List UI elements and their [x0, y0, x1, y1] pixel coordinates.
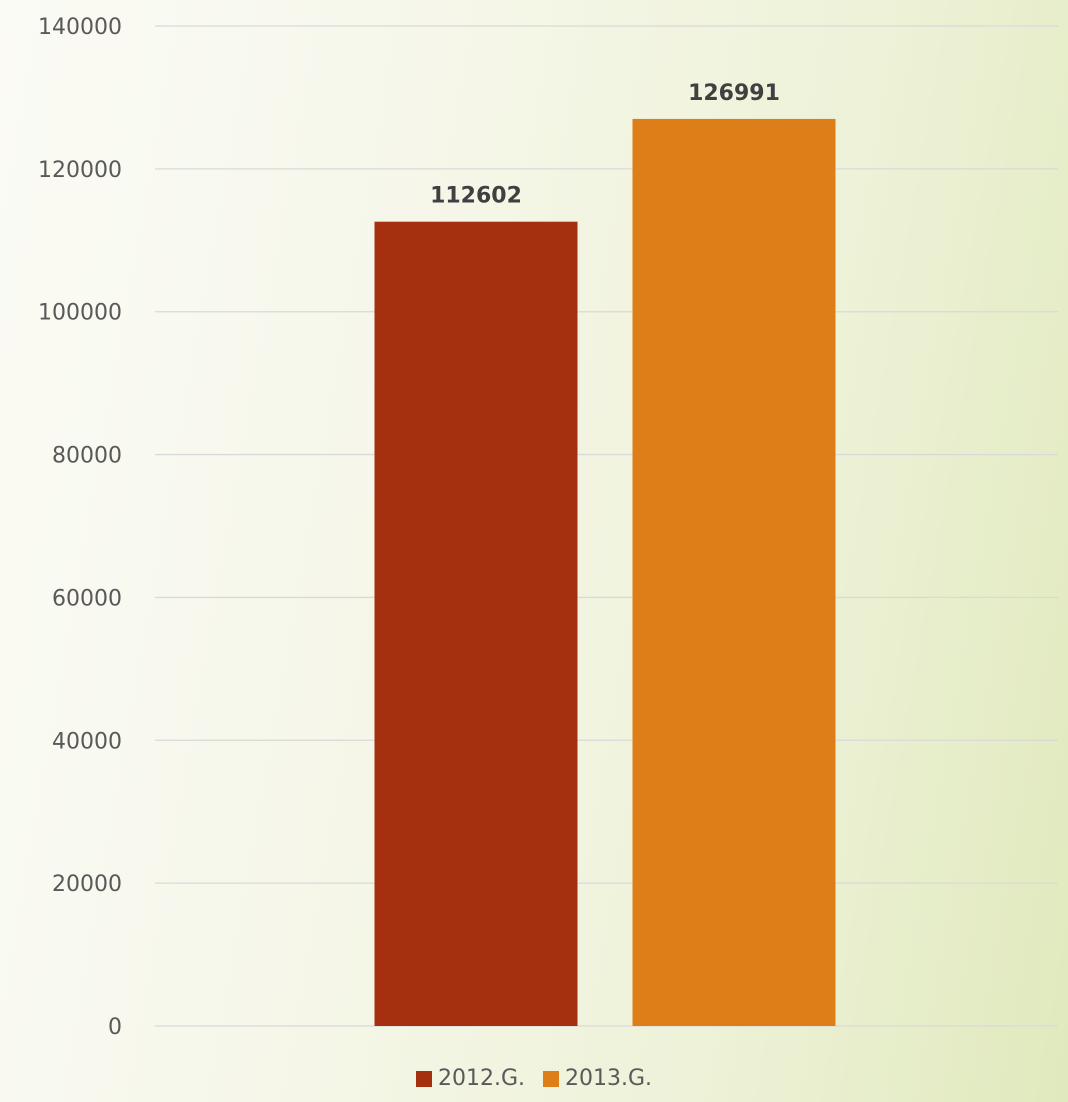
- legend-item-2012: 2012.G.: [415, 1066, 525, 1092]
- data-label: 126991: [688, 81, 780, 106]
- legend-item-2013: 2013.G.: [543, 1066, 652, 1092]
- y-tick-label: 80000: [52, 444, 122, 469]
- y-tick-label: 60000: [52, 586, 122, 611]
- y-tick-label: 0: [108, 1015, 122, 1040]
- data-label: 112602: [430, 184, 522, 209]
- bar-2012-g: [374, 221, 578, 1026]
- legend-label-2012: 2012.G.: [437, 1066, 525, 1091]
- y-tick-label: 120000: [38, 158, 122, 183]
- legend-label-2013: 2013.G.: [565, 1066, 653, 1091]
- bar-2013-g: [632, 118, 836, 1026]
- legend-swatch-2012: [415, 1071, 432, 1087]
- y-tick-label: 140000: [38, 15, 122, 40]
- y-tick-label: 20000: [52, 872, 122, 897]
- y-tick-label: 40000: [52, 729, 122, 754]
- y-tick-label: 100000: [38, 301, 122, 326]
- chart-legend: 2012.G. 2013.G.: [0, 1066, 1068, 1092]
- legend-swatch-2013: [543, 1071, 559, 1087]
